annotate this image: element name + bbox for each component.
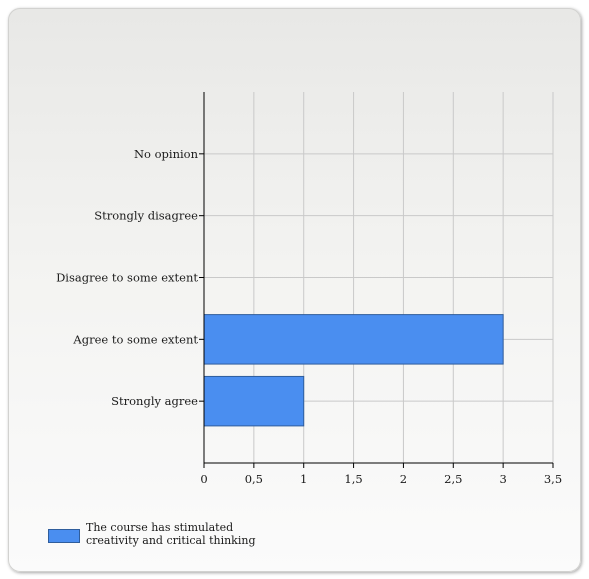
x-tick-label: 0 bbox=[200, 472, 207, 486]
x-tick-label: 2,5 bbox=[444, 472, 462, 486]
y-tick-label: Agree to some extent bbox=[72, 332, 198, 346]
bar bbox=[203, 375, 305, 427]
y-tick-label: Strongly disagree bbox=[94, 209, 198, 223]
legend-label: The course has stimulated creativity and… bbox=[86, 521, 256, 547]
y-tick-label: Disagree to some extent bbox=[56, 271, 198, 285]
y-tick-label: No opinion bbox=[134, 147, 199, 161]
x-tick-label: 1,5 bbox=[344, 472, 362, 486]
legend-swatch bbox=[48, 529, 80, 543]
x-tick-label: 0,5 bbox=[245, 472, 263, 486]
x-tick-label: 1 bbox=[300, 472, 307, 486]
chart-panel bbox=[8, 8, 581, 572]
x-tick-label: 2 bbox=[400, 472, 407, 486]
x-tick-label: 3,5 bbox=[544, 472, 562, 486]
legend: The course has stimulated creativity and… bbox=[48, 521, 286, 547]
bar bbox=[203, 314, 504, 365]
x-tick-label: 3 bbox=[499, 472, 506, 486]
y-tick-label: Strongly agree bbox=[111, 394, 198, 408]
